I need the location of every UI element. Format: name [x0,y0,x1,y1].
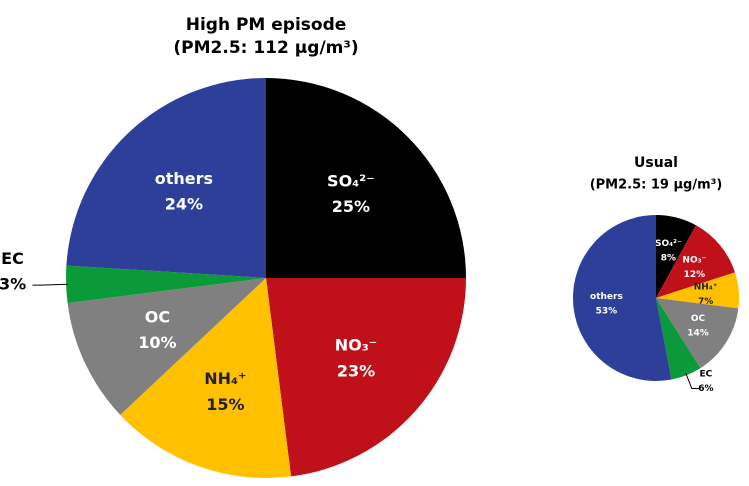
value-label: 53% [596,306,618,316]
value-label: 7% [698,297,713,307]
slice-label: others [155,169,213,188]
value-label: 10% [138,333,176,352]
value-label: 6% [698,384,713,394]
slice-label: OC [145,307,170,326]
pie-slice [656,215,696,298]
pie-slice [572,215,672,382]
slice-label: NH₄⁺ [694,283,718,293]
value-label: 25% [332,197,370,216]
slice-label: SO₄²⁻ [655,239,682,249]
pie-slice [656,298,701,380]
pie-slice [66,265,267,304]
leader-line [32,283,69,286]
slice-label: OC [691,314,706,324]
value-label: 24% [165,194,203,213]
slice-label: EC [1,249,24,268]
pie-slice [67,278,266,415]
chart-title: Usual [634,155,678,171]
value-label: 23% [337,361,375,380]
slice-label: EC [699,370,712,380]
pie-slice [656,272,739,309]
slice-label: SO₄²⁻ [327,171,375,190]
pie-slice [120,278,292,478]
value-label: 15% [206,395,244,414]
slice-label: others [590,292,623,302]
pie-slice [266,78,466,278]
chart-title: High PM episode [186,15,347,35]
chart-subtitle: (PM2.5: 112 µg/m³) [173,38,358,58]
value-label: 14% [687,328,709,338]
pie-slice [656,225,735,298]
slice-label: NO₃⁻ [335,336,377,355]
pie-slice [656,298,739,369]
chart-subtitle: (PM2.5: 19 µg/m³) [590,178,723,193]
value-label: 8% [661,253,676,263]
leader-line [685,373,700,390]
slice-label: NO₃⁻ [682,255,706,265]
value-label: 12% [684,270,706,280]
slice-label: NH₄⁺ [204,369,246,388]
pie-slice [266,278,466,477]
value-label: 3% [0,275,26,294]
pie-slice [66,78,266,278]
